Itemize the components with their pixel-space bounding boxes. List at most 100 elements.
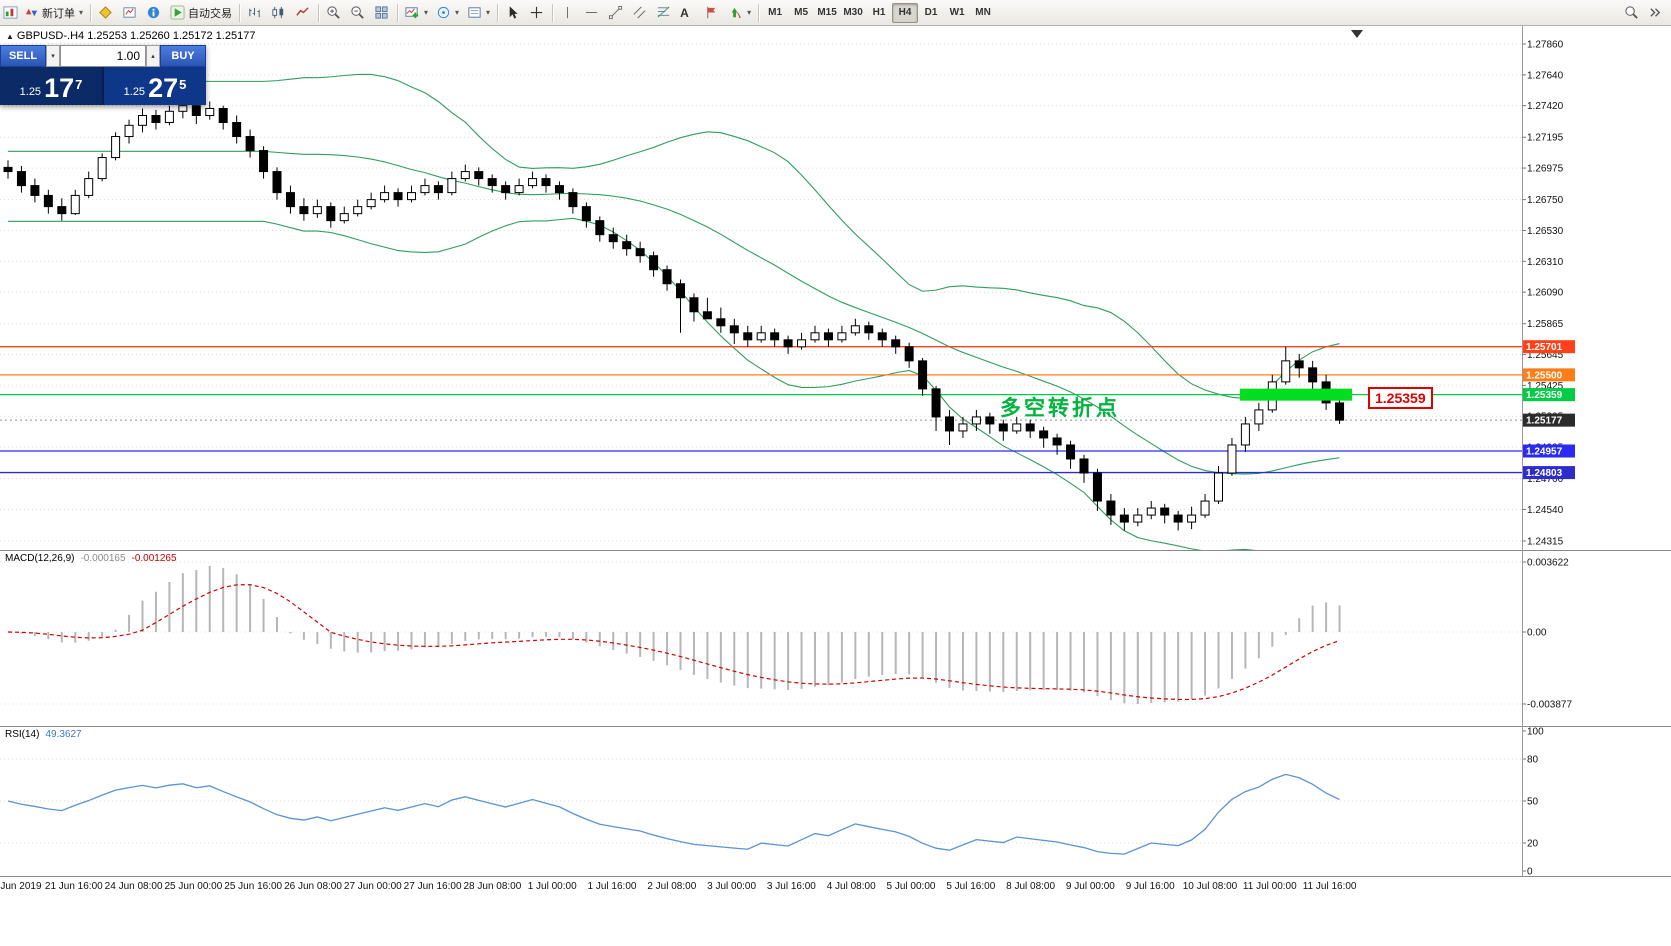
- channel-button[interactable]: [628, 2, 652, 24]
- main-chart[interactable]: 1.27860 1.27640 1.27420 1.27195 1.26975 1.267…: [0, 26, 1671, 550]
- vertical-line-button[interactable]: [556, 2, 580, 24]
- arrows-tool-button[interactable]: ▾: [724, 2, 755, 24]
- candle-46: [622, 234, 632, 256]
- timeframe-h4[interactable]: H4: [892, 2, 919, 23]
- candle-26: [353, 199, 363, 217]
- candle-2: [30, 178, 40, 203]
- chevron-down-icon: ▾: [747, 8, 752, 17]
- tile-windows-icon: [375, 6, 388, 19]
- chart-shift-marker[interactable]: [1351, 30, 1363, 38]
- price-tag-1.25359: [1523, 388, 1575, 402]
- cycles-button[interactable]: ▾: [432, 2, 463, 24]
- timeframe-m1[interactable]: M1: [762, 3, 788, 23]
- time-label: 4 Jul 08:00: [826, 881, 876, 892]
- bollinger-lower-band[interactable]: [8, 217, 1340, 550]
- crosshair-button[interactable]: [525, 2, 549, 24]
- price-tick-label: 1.26090: [1527, 288, 1564, 299]
- candle-59: [797, 332, 807, 350]
- volume-increase-button[interactable]: ▴: [146, 45, 160, 67]
- channel-icon: [633, 6, 646, 19]
- candle-23: [312, 199, 322, 218]
- price-tag-1.25701: [1523, 340, 1575, 354]
- timeframe-d1[interactable]: D1: [918, 3, 944, 23]
- vertical-line-icon: [567, 6, 569, 19]
- trendline-button[interactable]: [604, 2, 628, 24]
- candle-64: [864, 321, 874, 340]
- price-tag-1.25177: [1523, 413, 1575, 427]
- line-chart-button[interactable]: [291, 2, 315, 24]
- price-axis[interactable]: 1.27860 1.27640 1.27420 1.27195 1.26975 1.267…: [1522, 40, 1575, 548]
- candle-69: [931, 386, 941, 431]
- label-tool-button[interactable]: [700, 2, 724, 24]
- candle-36: [487, 174, 497, 193]
- tile-windows-button[interactable]: [370, 2, 394, 24]
- price-callout-label[interactable]: 1.25359: [1368, 387, 1433, 409]
- timeframe-w1[interactable]: W1: [944, 3, 970, 23]
- candle-91: [1227, 437, 1237, 476]
- chart-annotation[interactable]: 多空转折点: [1000, 397, 1120, 420]
- candle-84: [1133, 508, 1143, 527]
- time-label: 21 Jun 16:00: [44, 881, 103, 892]
- timeframe-h1[interactable]: H1: [866, 3, 892, 23]
- candle-17: [232, 115, 242, 144]
- bar-chart-button[interactable]: [243, 2, 267, 24]
- template-button[interactable]: ▾: [463, 2, 494, 24]
- timeframe-m15[interactable]: M15: [814, 3, 840, 23]
- timeframe-m30[interactable]: M30: [840, 3, 866, 23]
- candle-62: [837, 325, 847, 343]
- buy-button[interactable]: BUY: [160, 45, 206, 67]
- rsi-value: 49.3627: [45, 729, 82, 740]
- price-tick-label: 1.25425: [1527, 381, 1564, 392]
- candlestick-chart-button[interactable]: [267, 2, 291, 24]
- fibonacci-button[interactable]: [652, 2, 676, 24]
- price-tag-text: 1.25359: [1526, 390, 1563, 401]
- price-tick-label: 1.26975: [1527, 164, 1564, 175]
- price-tick-label: 1.26530: [1527, 226, 1564, 237]
- horizontal-line-button[interactable]: [580, 2, 604, 24]
- candle-8: [111, 132, 121, 161]
- candle-22: [299, 198, 309, 221]
- candle-68: [918, 358, 928, 396]
- new-order-button[interactable]: 新订单 ▾: [20, 2, 87, 24]
- candle-60: [810, 325, 820, 343]
- timeframe-mn[interactable]: MN: [970, 3, 996, 23]
- chevron-down-icon: ▾: [486, 8, 491, 17]
- macd-panel[interactable]: 0.003622 0.00 -0.003877: [0, 550, 1671, 726]
- sell-price-prefix: 1.25: [19, 86, 42, 98]
- info-button[interactable]: [142, 2, 166, 24]
- new-chart-button[interactable]: [118, 2, 142, 24]
- sell-button[interactable]: SELL: [0, 45, 46, 67]
- time-label: 5 Jul 16:00: [946, 881, 996, 892]
- candle-29: [393, 188, 403, 207]
- candle-65: [877, 328, 887, 347]
- indicators-button[interactable]: ▾: [401, 2, 432, 24]
- zoom-in-button[interactable]: [322, 2, 346, 24]
- search-button[interactable]: [1620, 2, 1644, 24]
- time-label: 25 Jun 00:00: [164, 881, 223, 892]
- volume-input[interactable]: [60, 45, 146, 67]
- arrows-tool-icon: [731, 7, 742, 18]
- price-tick-label: 1.27640: [1527, 70, 1564, 81]
- buy-price[interactable]: 1.25 27 5: [104, 67, 206, 105]
- highlight-band[interactable]: [1240, 388, 1352, 401]
- rsi-line: [7, 773, 1340, 855]
- bollinger-upper-band[interactable]: [8, 73, 1340, 400]
- toolbar-overflow-button[interactable]: [1644, 2, 1668, 24]
- sell-price[interactable]: 1.25 17 7: [0, 67, 104, 105]
- auto-trading-button[interactable]: 自动交易: [166, 2, 236, 24]
- rsi-panel[interactable]: 100 80 50 20 0: [0, 726, 1671, 876]
- timeframe-m5[interactable]: M5: [788, 3, 814, 23]
- candle-31: [420, 178, 430, 196]
- cursor-button[interactable]: [501, 2, 525, 24]
- profile-button[interactable]: [94, 2, 118, 24]
- zoom-out-button[interactable]: [346, 2, 370, 24]
- volume-decrease-button[interactable]: ▾: [46, 45, 60, 67]
- bollinger-middle-band[interactable]: [8, 150, 1340, 475]
- candle-37: [501, 181, 511, 200]
- profile-icon: [99, 6, 112, 19]
- price-tag-1.24957: [1523, 444, 1575, 458]
- text-tool-button[interactable]: A: [676, 2, 700, 24]
- candle-73: [985, 412, 995, 434]
